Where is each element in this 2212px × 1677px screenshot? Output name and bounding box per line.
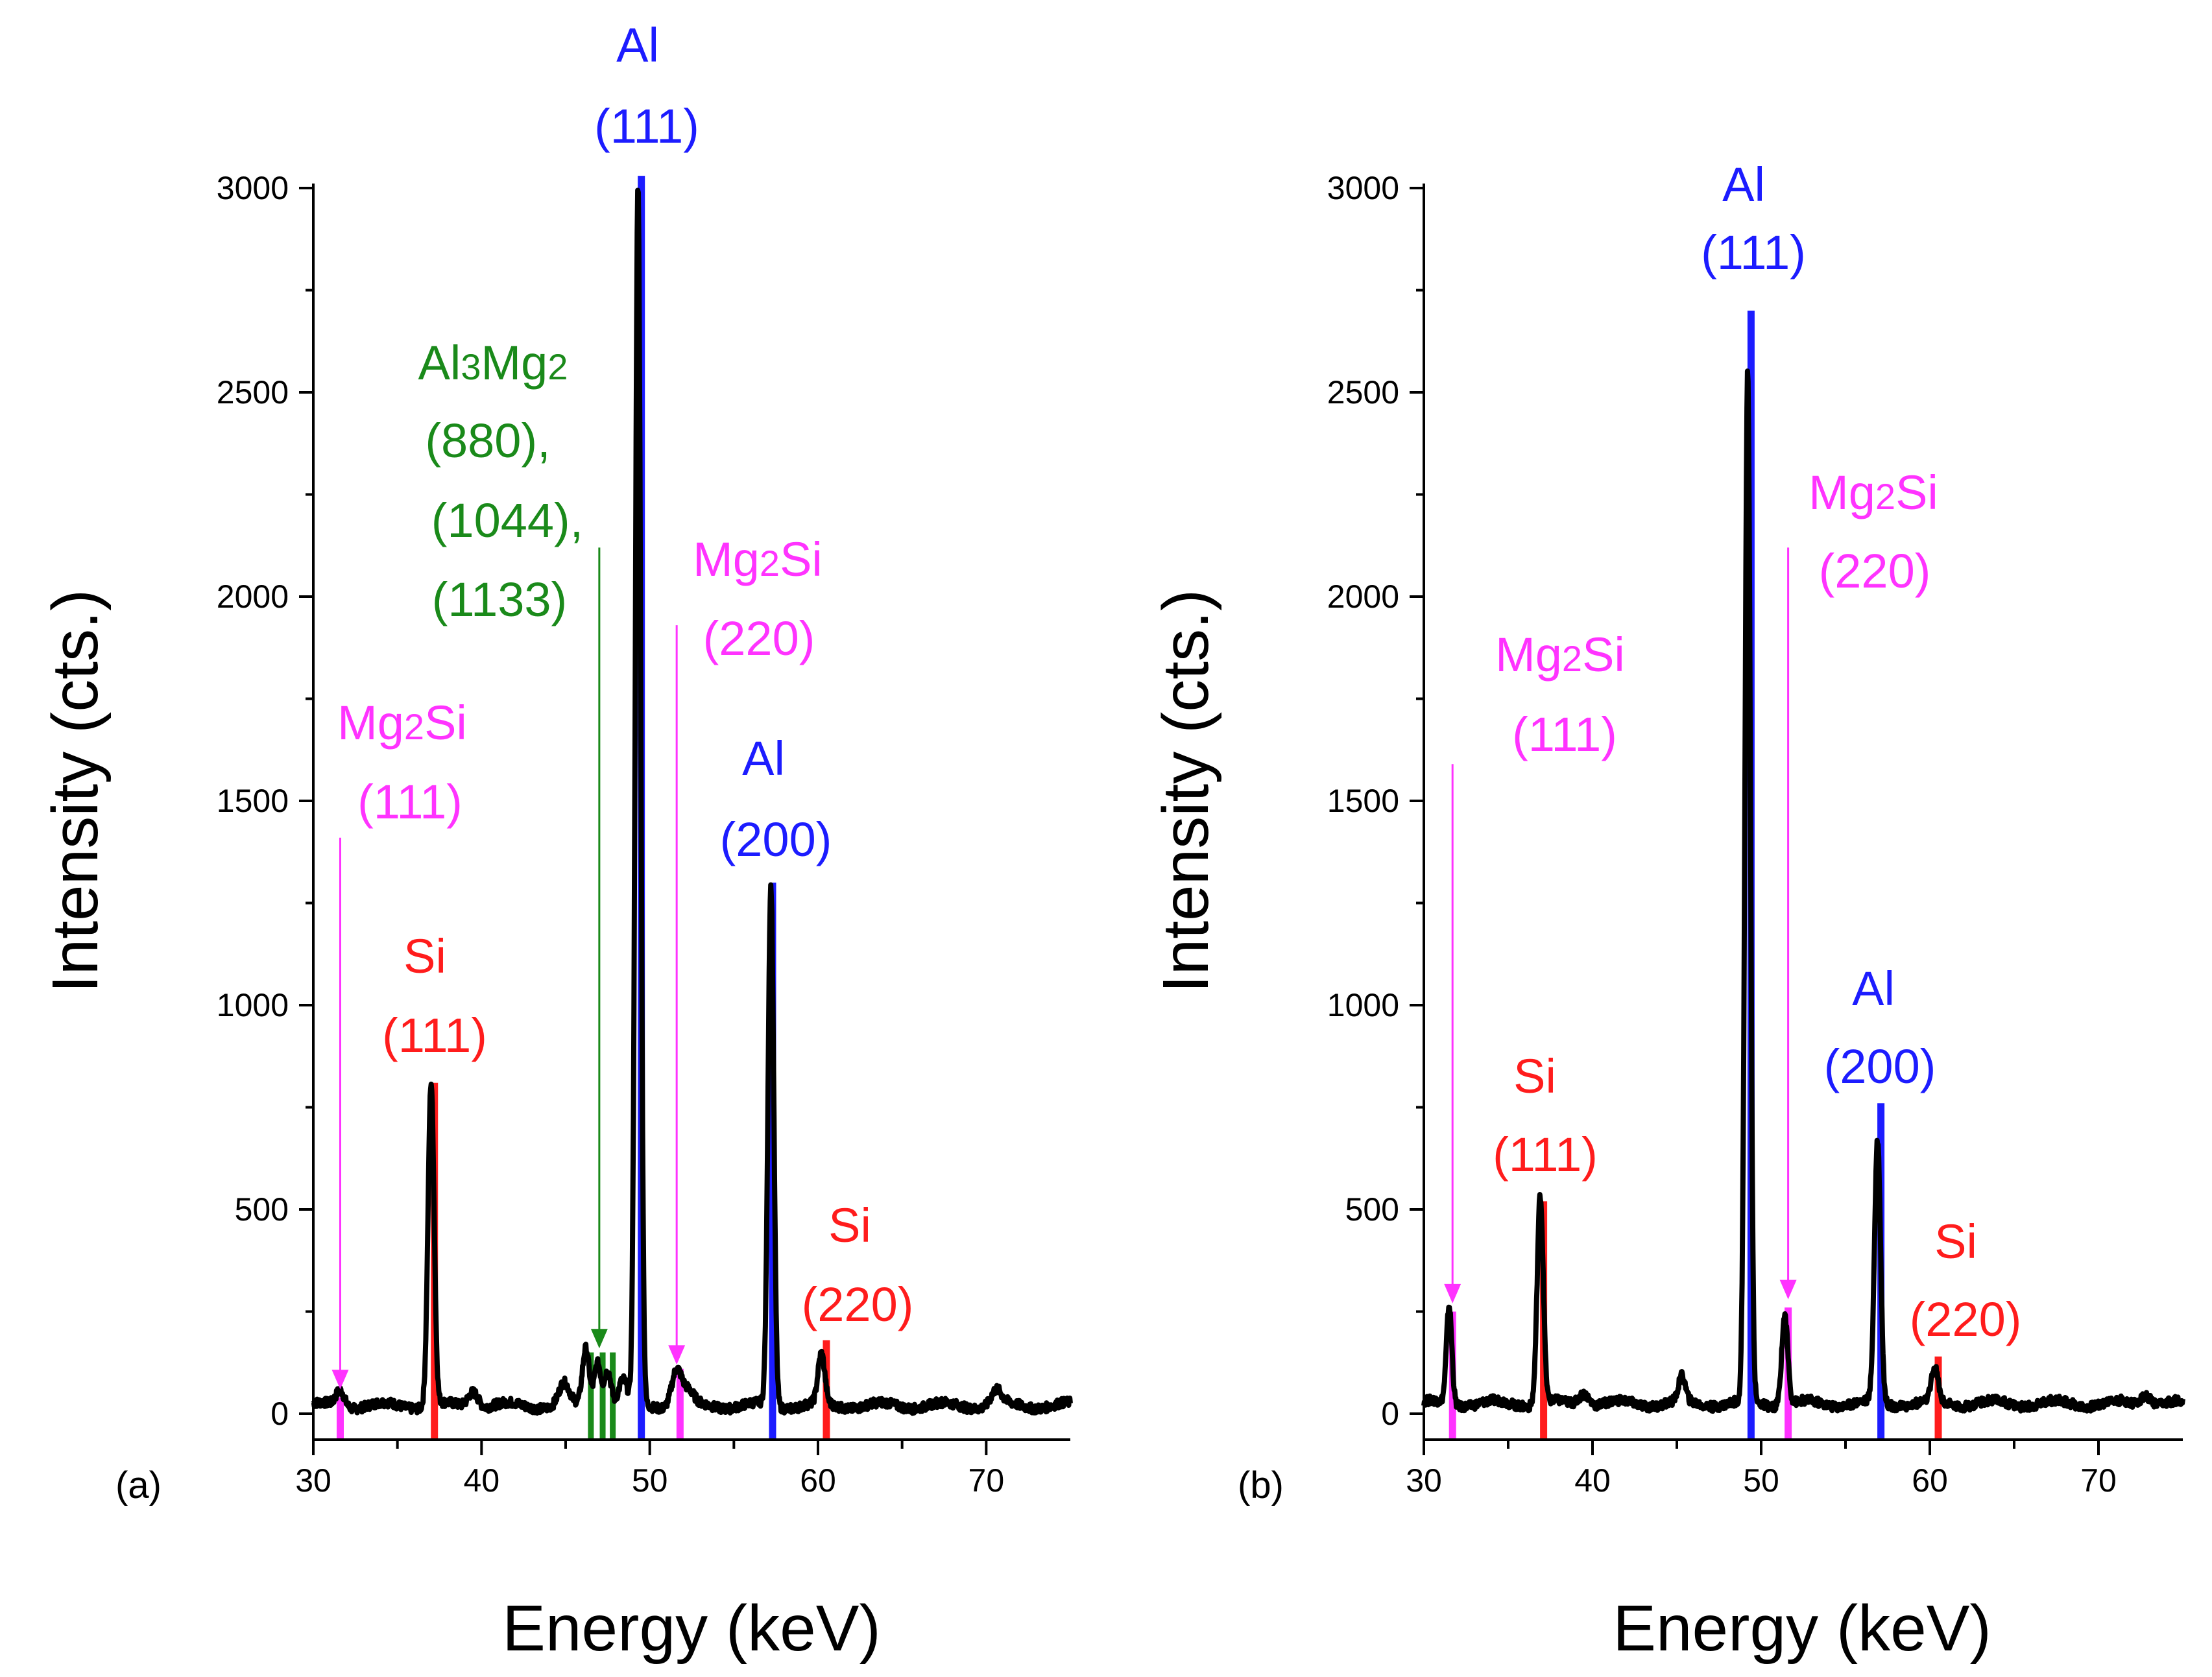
panel-a-y-ticks: 0 500 1000 1500 2000 2500 3000 (217, 170, 313, 1432)
arrow-head (1444, 1283, 1461, 1303)
ann-a-si220-name: Si (828, 1198, 871, 1252)
ann-b-si220-name: Si (1934, 1215, 1977, 1268)
x-tick-label: 40 (464, 1462, 500, 1499)
y-tick-label: 2500 (1327, 374, 1399, 410)
panel-b-y-axis-title: Intensity (cts.) (1149, 589, 1222, 993)
y-tick-label: 0 (270, 1396, 289, 1432)
panel-b-label: (b) (1238, 1464, 1284, 1506)
arrow-head (331, 1370, 349, 1390)
y-tick-label: 2000 (1327, 578, 1399, 615)
ann-b-mg2si220-name: Mg2Si (1809, 466, 1938, 519)
ann-a-al111-hkl: (111) (594, 99, 699, 153)
x-tick-label: 50 (1743, 1462, 1779, 1499)
x-tick-label: 60 (800, 1462, 836, 1499)
ann-b-si111-hkl: (111) (1493, 1128, 1598, 1182)
ann-b-al111-hkl: (111) (1701, 226, 1806, 280)
y-tick-label: 1000 (1327, 987, 1399, 1023)
ann-b-al111-name: Al (1722, 158, 1765, 211)
ann-a-al200-hkl: (200) (720, 813, 832, 866)
ann-b-al200-name: Al (1852, 962, 1895, 1016)
x-tick-label: 70 (968, 1462, 1005, 1499)
ann-a-si111-name: Si (403, 929, 446, 983)
y-tick-label: 500 (1345, 1191, 1399, 1228)
panel-a-label: (a) (115, 1464, 162, 1506)
y-tick-label: 500 (235, 1191, 289, 1228)
ann-a-al3mg2-hkl-1: (880), (425, 414, 550, 468)
panel-a-annotations: Al (111) Al (200) Si (111) Si (220) Mg2S… (337, 18, 913, 1331)
ann-a-al200-name: Al (742, 731, 785, 785)
panel-b-y-ticks: 0 500 1000 1500 2000 2500 3000 (1327, 170, 1424, 1432)
panel-a-spectrum (311, 187, 1073, 1416)
ann-a-al3mg2-hkl-2: (1044), (431, 494, 583, 547)
panel-a-y-axis-title: Intensity (cts.) (39, 589, 112, 993)
ann-a-al3mg2-name: Al3Mg2 (418, 336, 568, 390)
ann-b-mg2si220-hkl: (220) (1819, 544, 1931, 598)
x-tick-label: 30 (295, 1462, 331, 1499)
y-tick-label: 2500 (217, 374, 289, 410)
panel-b-x-ticks: 30 40 50 60 70 (1406, 1440, 2117, 1499)
ann-b-mg2si111-name: Mg2Si (1495, 628, 1625, 682)
panel-a-x-ticks: 30 40 50 60 70 (295, 1440, 1004, 1499)
y-tick-label: 0 (1381, 1396, 1399, 1432)
x-tick-label: 40 (1574, 1462, 1611, 1499)
panel-b-spectrum (1421, 368, 2185, 1414)
ann-a-al3mg2-hkl-3: (1133) (432, 573, 567, 626)
ann-a-mg2si111-hkl: (111) (357, 775, 463, 829)
ann-b-al200-hkl: (200) (1824, 1040, 1936, 1093)
x-tick-label: 70 (2080, 1462, 2117, 1499)
ann-a-si111-hkl: (111) (382, 1008, 487, 1062)
panel-a-arrows (331, 547, 686, 1390)
ann-a-al111-name: Al (616, 18, 659, 72)
panel-b-annotations: Al (111) Al (200) Si (111) Si (220) Mg2S… (1493, 158, 2021, 1346)
arrow-head (590, 1329, 608, 1349)
y-tick-label: 3000 (1327, 170, 1399, 206)
y-tick-label: 1500 (217, 783, 289, 819)
panel-b-x-axis-title: Energy (keV) (1613, 1592, 1991, 1665)
y-tick-label: 3000 (217, 170, 289, 206)
ann-a-si220-hkl: (220) (802, 1278, 914, 1331)
ann-a-mg2si111-name: Mg2Si (337, 696, 467, 750)
panel-b-arrows (1444, 547, 1797, 1303)
ann-b-mg2si111-hkl: (111) (1512, 708, 1617, 761)
arrow-head (668, 1345, 686, 1365)
x-tick-label: 60 (1912, 1462, 1948, 1499)
y-tick-label: 2000 (217, 578, 289, 615)
panel-a-x-axis-title: Energy (keV) (502, 1592, 881, 1665)
ann-a-mg2si220-name: Mg2Si (693, 532, 823, 586)
arrow-head (1779, 1279, 1797, 1300)
x-tick-label: 50 (632, 1462, 668, 1499)
y-tick-label: 1000 (217, 987, 289, 1023)
ann-a-mg2si220-hkl: (220) (703, 612, 815, 665)
ann-b-si111-name: Si (1513, 1049, 1556, 1103)
x-tick-label: 30 (1406, 1462, 1442, 1499)
y-tick-label: 1500 (1327, 783, 1399, 819)
ann-b-si220-hkl: (220) (1910, 1292, 2022, 1346)
